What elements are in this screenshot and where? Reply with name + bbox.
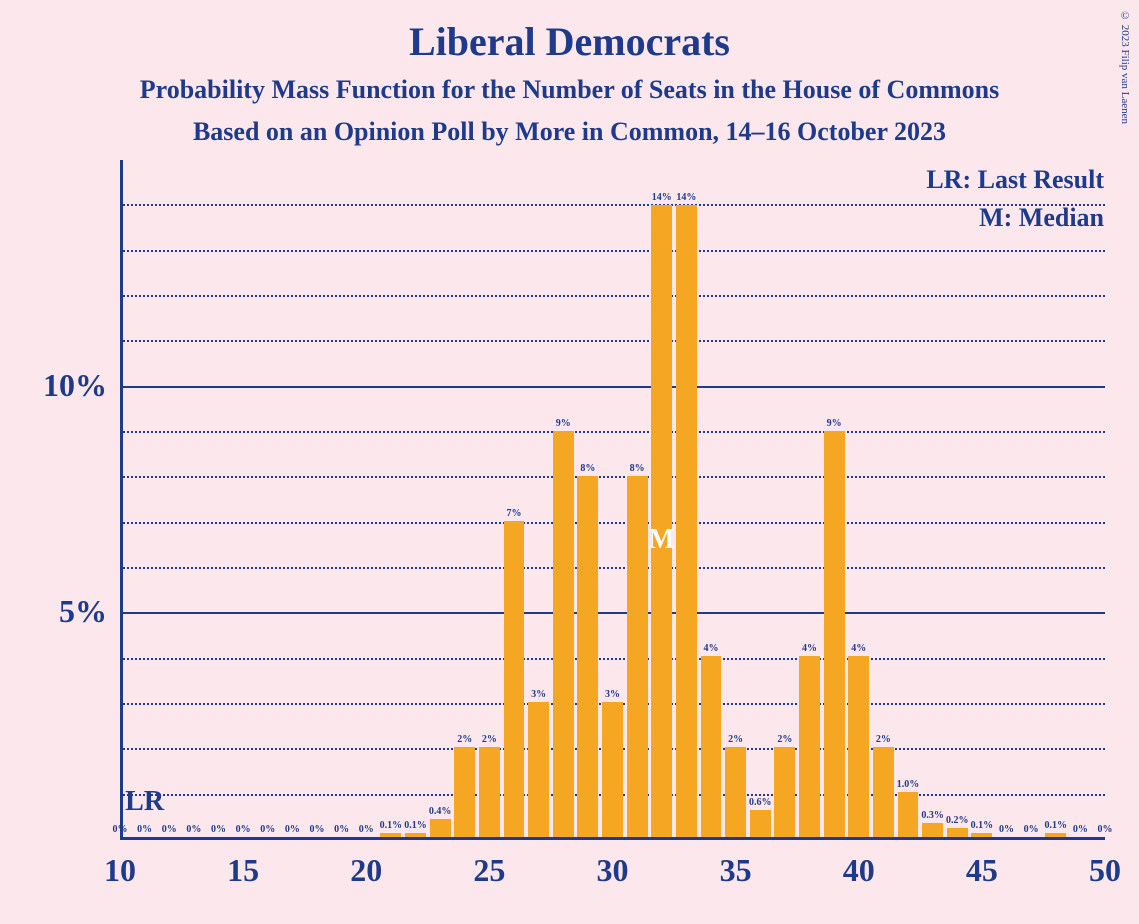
y-axis-label: 5% [59, 593, 107, 630]
bar-value-label: 0% [162, 824, 177, 835]
bar-value-label: 0% [1024, 824, 1039, 835]
bar-value-label: 14% [652, 192, 672, 203]
gridline-major [123, 386, 1105, 388]
bar-value-label: 2% [457, 734, 472, 745]
bar-value-label: 0% [236, 824, 251, 835]
bar [504, 521, 525, 837]
bar [454, 747, 475, 837]
bar-value-label: 0.4% [429, 806, 452, 817]
x-axis-label: 35 [720, 852, 752, 889]
bar-value-label: 0.1% [1045, 820, 1068, 831]
gridline-minor [123, 340, 1105, 342]
bar-value-label: 0% [260, 824, 275, 835]
bar-value-label: 2% [482, 734, 497, 745]
bar [479, 747, 500, 837]
bar [898, 792, 919, 837]
bar [774, 747, 795, 837]
bar-value-label: 0% [186, 824, 201, 835]
bar-value-label: 14% [676, 192, 696, 203]
gridline-minor [123, 431, 1105, 433]
gridline-minor [123, 250, 1105, 252]
bar-value-label: 0% [137, 824, 152, 835]
bar-value-label: 2% [777, 734, 792, 745]
bar-value-label: 0.1% [971, 820, 994, 831]
bar-value-label: 0% [359, 824, 374, 835]
bar-value-label: 0.6% [749, 797, 772, 808]
bar [380, 833, 401, 838]
bar-value-label: 4% [802, 643, 817, 654]
bar-value-label: 0% [334, 824, 349, 835]
gridline-minor [123, 567, 1105, 569]
bar-value-label: 0.1% [380, 820, 403, 831]
bar-value-label: 0% [1098, 824, 1113, 835]
bar [873, 747, 894, 837]
bar [627, 476, 648, 837]
bar [405, 833, 426, 838]
last-result-marker: LR [125, 786, 164, 818]
x-axis-label: 15 [227, 852, 259, 889]
x-axis-label: 40 [843, 852, 875, 889]
bar-value-label: 0% [1073, 824, 1088, 835]
x-axis-label: 30 [597, 852, 629, 889]
bar [922, 823, 943, 837]
bar-value-label: 8% [580, 463, 595, 474]
plot-area: 5%10%1015202530354045500%0%0%0%0%0%0%0%0… [120, 160, 1105, 840]
x-axis-label: 25 [473, 852, 505, 889]
bar-value-label: 7% [507, 508, 522, 519]
bar-value-label: 0% [999, 824, 1014, 835]
x-axis-label: 20 [350, 852, 382, 889]
copyright-text: © 2023 Filip van Laenen [1119, 10, 1131, 124]
gridline-minor [123, 522, 1105, 524]
bar-value-label: 1.0% [897, 779, 920, 790]
bar [430, 819, 451, 837]
gridline-minor [123, 476, 1105, 478]
gridline-minor [123, 295, 1105, 297]
median-marker: M [649, 524, 675, 556]
bar [824, 431, 845, 837]
chart-subtitle-1: Probability Mass Function for the Number… [0, 75, 1139, 105]
bar-value-label: 3% [605, 689, 620, 700]
bar-value-label: 2% [728, 734, 743, 745]
bar [750, 810, 771, 837]
bar-value-label: 0% [113, 824, 128, 835]
x-axis-label: 50 [1089, 852, 1121, 889]
bar-value-label: 4% [851, 643, 866, 654]
gridline-minor [123, 658, 1105, 660]
bar-value-label: 0% [211, 824, 226, 835]
bar-value-label: 4% [704, 643, 719, 654]
bar-value-label: 3% [531, 689, 546, 700]
chart-title: Liberal Democrats [0, 18, 1139, 65]
bar [602, 702, 623, 837]
bar-value-label: 0.3% [921, 810, 944, 821]
bar [553, 431, 574, 837]
bar [577, 476, 598, 837]
bar [725, 747, 746, 837]
bar [1045, 833, 1066, 838]
chart-container: Liberal Democrats Probability Mass Funct… [0, 0, 1139, 924]
bar-value-label: 8% [630, 463, 645, 474]
bar-value-label: 0.1% [404, 820, 427, 831]
bar-value-label: 9% [556, 418, 571, 429]
bar [848, 656, 869, 837]
bar [799, 656, 820, 837]
gridline-major [123, 612, 1105, 614]
y-axis [120, 160, 123, 840]
x-axis-label: 10 [104, 852, 136, 889]
bar [676, 205, 697, 837]
y-axis-label: 10% [43, 367, 107, 404]
x-axis [120, 837, 1105, 840]
bar [947, 828, 968, 837]
bar-value-label: 2% [876, 734, 891, 745]
bar-value-label: 0% [285, 824, 300, 835]
bar-value-label: 0% [310, 824, 325, 835]
bar [701, 656, 722, 837]
bar-value-label: 0.2% [946, 815, 969, 826]
bar [971, 833, 992, 838]
bar [651, 205, 672, 837]
bar-value-label: 9% [827, 418, 842, 429]
gridline-minor [123, 204, 1105, 206]
chart-subtitle-2: Based on an Opinion Poll by More in Comm… [0, 117, 1139, 147]
bar [528, 702, 549, 837]
x-axis-label: 45 [966, 852, 998, 889]
